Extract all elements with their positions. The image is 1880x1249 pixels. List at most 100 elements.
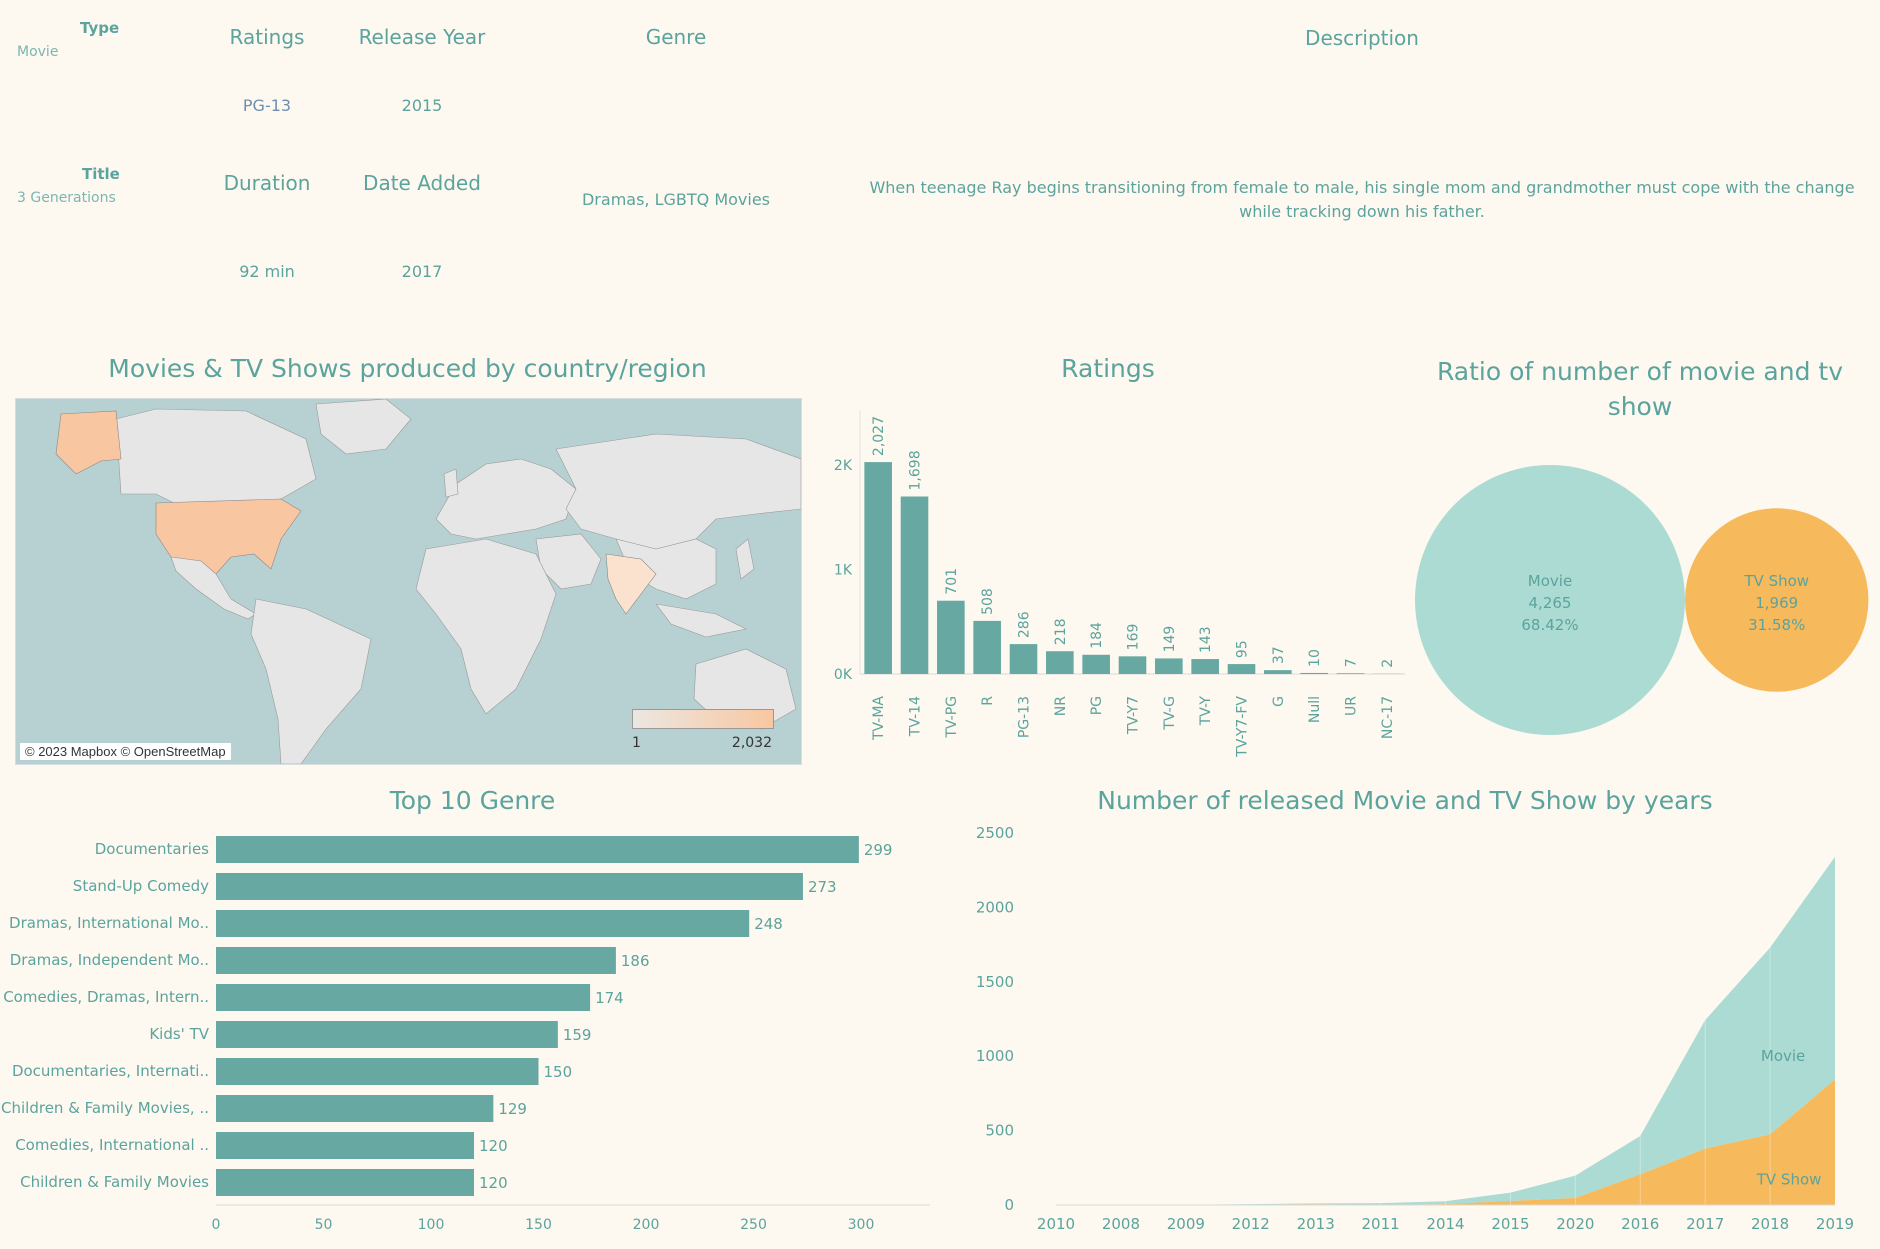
africa-shape — [415, 538, 557, 715]
genre-bar — [216, 1021, 558, 1048]
years-xtick-label: 2020 — [1556, 1215, 1594, 1233]
genre-category-label: Documentaries, Internati.. — [12, 1062, 209, 1080]
russia-shape — [555, 433, 801, 550]
genre-category-label: Children & Family Movies — [20, 1173, 209, 1191]
years-xtick-label: 2013 — [1297, 1215, 1335, 1233]
genre-value-label: 273 — [808, 878, 837, 896]
ratings-bar — [1191, 659, 1219, 674]
ratings-xtick-label: PG — [1089, 696, 1105, 715]
genre-category-label: Dramas, International Mo.. — [9, 914, 209, 932]
genre-bar — [216, 1095, 494, 1122]
years-xtick-label: 2018 — [1751, 1215, 1789, 1233]
genre-category-label: Kids' TV — [149, 1025, 209, 1043]
genre-value-label: 248 — [754, 915, 783, 933]
genre-chart-title: Top 10 Genre — [389, 786, 556, 815]
country-map[interactable]: 1 2,032 © 2023 Mapbox © OpenStreetMap — [15, 398, 802, 765]
release-year-value: 2015 — [401, 96, 443, 115]
type-label: Type — [80, 19, 120, 37]
genre-xtick-label: 0 — [212, 1217, 221, 1233]
genre-xtick-label: 150 — [525, 1217, 552, 1233]
ratings-xtick-label: TV-Y — [1198, 696, 1214, 727]
ratings-data-label: 7 — [1344, 658, 1360, 667]
ratings-data-label: 95 — [1235, 640, 1251, 658]
genre-value-label: 150 — [544, 1063, 573, 1081]
genre-xtick-label: 50 — [315, 1217, 333, 1233]
genre-category-label: Documentaries — [95, 840, 209, 858]
title-value: 3 Generations — [17, 190, 116, 206]
genre-value-label: 174 — [595, 989, 624, 1007]
ratings-xtick-label: TV-Y7 — [1126, 696, 1142, 735]
duration-value: 92 min — [239, 262, 295, 281]
genre-category-label: Stand-Up Comedy — [73, 877, 209, 895]
ratings-ytick-label: 0K — [834, 667, 853, 683]
genre-bar — [216, 1058, 539, 1085]
ratings-bar — [1155, 658, 1183, 674]
years-xtick-label: 2012 — [1232, 1215, 1270, 1233]
ratings-bar — [1082, 654, 1110, 674]
japan-shape — [735, 538, 755, 580]
duration-header: Duration — [223, 171, 311, 195]
ratings-bar — [973, 620, 1001, 674]
ratings-bar — [1300, 672, 1328, 674]
ratings-chart: 0K 1K 2K 2,027 TV-MA 1,698 TV-14 701 TV-PG 508 R 28… — [834, 410, 1405, 758]
years-series-label-movie: Movie — [1761, 1047, 1805, 1065]
years-ytick-label: 0 — [1004, 1196, 1014, 1214]
ratio-bubble-percent: 31.58% — [1748, 616, 1805, 634]
ratings-xtick-label: TV-MA — [871, 696, 887, 741]
ratio-bubble-count: 4,265 — [1529, 594, 1572, 612]
south-america-shape — [250, 598, 372, 764]
uk-shape — [443, 468, 459, 498]
ratings-data-label: 701 — [944, 568, 960, 595]
years-xtick-label: 2010 — [1037, 1215, 1075, 1233]
years-ytick-label: 1500 — [976, 973, 1014, 991]
ratings-bar — [937, 600, 965, 674]
map-legend-min: 1 — [632, 735, 641, 751]
years-chart-title: Number of released Movie and TV Show by … — [1097, 786, 1713, 815]
genre-value-label: 120 — [479, 1174, 508, 1192]
ratings-data-label: 169 — [1126, 624, 1142, 651]
ratings-data-label: 2,027 — [871, 416, 887, 456]
ratings-bar — [864, 462, 892, 674]
ratio-chart-title: Ratio of number of movie and tv show — [1436, 357, 1844, 421]
ratings-xtick-label: TV-G — [1162, 696, 1178, 731]
genre-category-label: Comedies, Dramas, Intern.. — [3, 988, 209, 1006]
greenland-shape — [315, 399, 412, 455]
ratings-data-label: 218 — [1053, 618, 1069, 645]
ratings-bar — [1046, 651, 1074, 674]
genre-value: Dramas, LGBTQ Movies — [581, 190, 771, 209]
ratings-bar — [1009, 644, 1038, 674]
genre-value-label: 186 — [621, 952, 650, 970]
release-year-header: Release Year — [358, 25, 486, 49]
mexico-shape — [170, 556, 257, 620]
ratings-xtick-label: R — [980, 696, 996, 706]
title-label: Title — [82, 165, 120, 183]
ratio-bubble-name: Movie — [1528, 572, 1572, 590]
date-added-header: Date Added — [363, 171, 481, 195]
ratio-bubble-percent: 68.42% — [1521, 616, 1578, 634]
genre-xtick-label: 250 — [740, 1217, 767, 1233]
ratings-xtick-label: TV-14 — [908, 696, 924, 737]
years-area-tvshow — [1056, 1079, 1835, 1205]
years-xtick-label: 2014 — [1426, 1215, 1464, 1233]
years-xtick-label: 2019 — [1816, 1215, 1854, 1233]
ratings-data-label: 1,698 — [908, 450, 924, 490]
ratings-value: PG-13 — [242, 96, 292, 115]
genre-value-label: 299 — [864, 841, 893, 859]
world-map-svg — [16, 399, 801, 764]
ratings-xtick-label: NC-17 — [1380, 696, 1396, 739]
description-header: Description — [1305, 26, 1419, 50]
ratio-chart: Movie 4,265 68.42% TV Show 1,969 31.58% — [1415, 465, 1869, 735]
ratings-data-label: 149 — [1162, 626, 1178, 653]
ratings-data-label: 286 — [1017, 611, 1033, 638]
usa-shape — [155, 498, 302, 575]
ratio-bubble-movie — [1415, 465, 1685, 735]
ratings-bar — [1227, 664, 1256, 674]
ratings-data-label: 508 — [980, 588, 996, 615]
ratings-data-label: 2 — [1380, 659, 1396, 668]
genre-bar — [216, 910, 750, 937]
years-series-label-tvshow: TV Show — [1756, 1171, 1822, 1189]
indonesia-shape — [655, 603, 747, 638]
years-xtick-label: 2015 — [1491, 1215, 1529, 1233]
ratings-bar — [1118, 656, 1147, 674]
genre-category-label: Comedies, International .. — [15, 1136, 209, 1154]
